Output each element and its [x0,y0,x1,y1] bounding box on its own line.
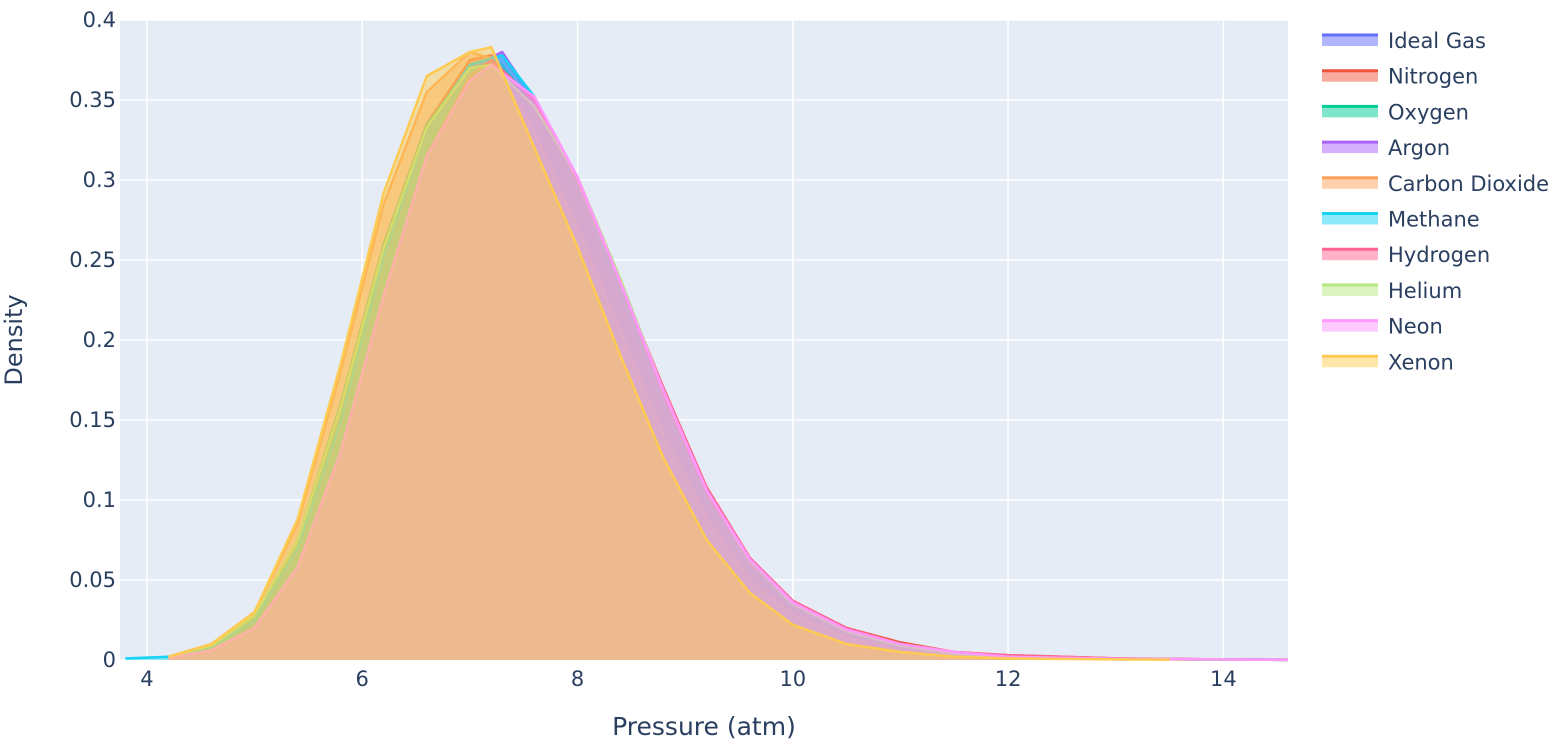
legend-label: Xenon [1388,350,1454,374]
y-tick-label: 0.3 [83,168,116,192]
legend-swatch-fill [1322,283,1378,296]
legend-label: Carbon Dioxide [1388,172,1549,196]
series-area-9 [168,47,1170,660]
legend-item[interactable]: Hydrogen [1322,243,1490,267]
y-tick-label: 0 [103,648,116,672]
legend-item[interactable]: Ideal Gas [1322,29,1486,53]
legend-swatch-fill [1322,141,1378,154]
legend-label: Neon [1388,315,1443,339]
legend-item[interactable]: Helium [1322,279,1462,303]
legend-label: Helium [1388,279,1462,303]
x-axis-title: Pressure (atm) [612,712,796,741]
legend-item[interactable]: Oxygen [1322,100,1469,124]
legend-label: Oxygen [1388,100,1469,124]
legend-item[interactable]: Neon [1322,315,1443,339]
y-tick-label: 0.4 [83,8,116,32]
y-tick-label: 0.05 [69,568,116,592]
y-tick-labels: 0 0.05 0.1 0.15 0.2 0.25 0.3 0.35 0.4 [69,8,116,672]
series-line-9 [168,45,1170,661]
legend-item[interactable]: Nitrogen [1322,65,1478,89]
x-tick-label: 4 [140,667,153,691]
x-tick-label: 12 [995,667,1022,691]
y-tick-label: 0.1 [83,488,116,512]
legend-label: Nitrogen [1388,65,1478,89]
y-axis-title: Density [0,294,28,385]
y-tick-label: 0.2 [83,328,116,352]
y-tick-label: 0.15 [69,408,116,432]
legend-swatch-fill [1322,69,1378,82]
legend-swatch-fill [1322,355,1378,368]
x-tick-label: 8 [571,667,584,691]
legend-label: Hydrogen [1388,243,1490,267]
legend-label: Ideal Gas [1388,29,1486,53]
legend-label: Argon [1388,136,1450,160]
legend-item[interactable]: Methane [1322,208,1480,232]
legend-item[interactable]: Xenon [1322,350,1454,374]
legend-swatch-fill [1322,34,1378,46]
y-tick-label: 0.35 [69,88,116,112]
legend-swatch-fill [1322,212,1378,225]
legend-item[interactable]: Carbon Dioxide [1322,172,1549,196]
legend-label: Methane [1388,208,1480,232]
legend-item[interactable]: Argon [1322,136,1450,160]
legend-swatch-fill [1322,105,1378,118]
legend-swatch-fill [1322,248,1378,261]
y-tick-label: 0.25 [69,248,116,272]
x-tick-label: 10 [779,667,806,691]
legend[interactable]: Ideal Gas Nitrogen Oxygen Argon Carbon Dioxi… [1322,29,1549,374]
x-tick-labels: 4 6 8 10 12 14 [140,667,1237,691]
x-tick-label: 6 [356,667,369,691]
series-layer [125,45,1289,662]
legend-swatch-fill [1322,319,1378,332]
legend-swatch-fill [1322,176,1378,189]
x-tick-label: 14 [1210,667,1237,691]
